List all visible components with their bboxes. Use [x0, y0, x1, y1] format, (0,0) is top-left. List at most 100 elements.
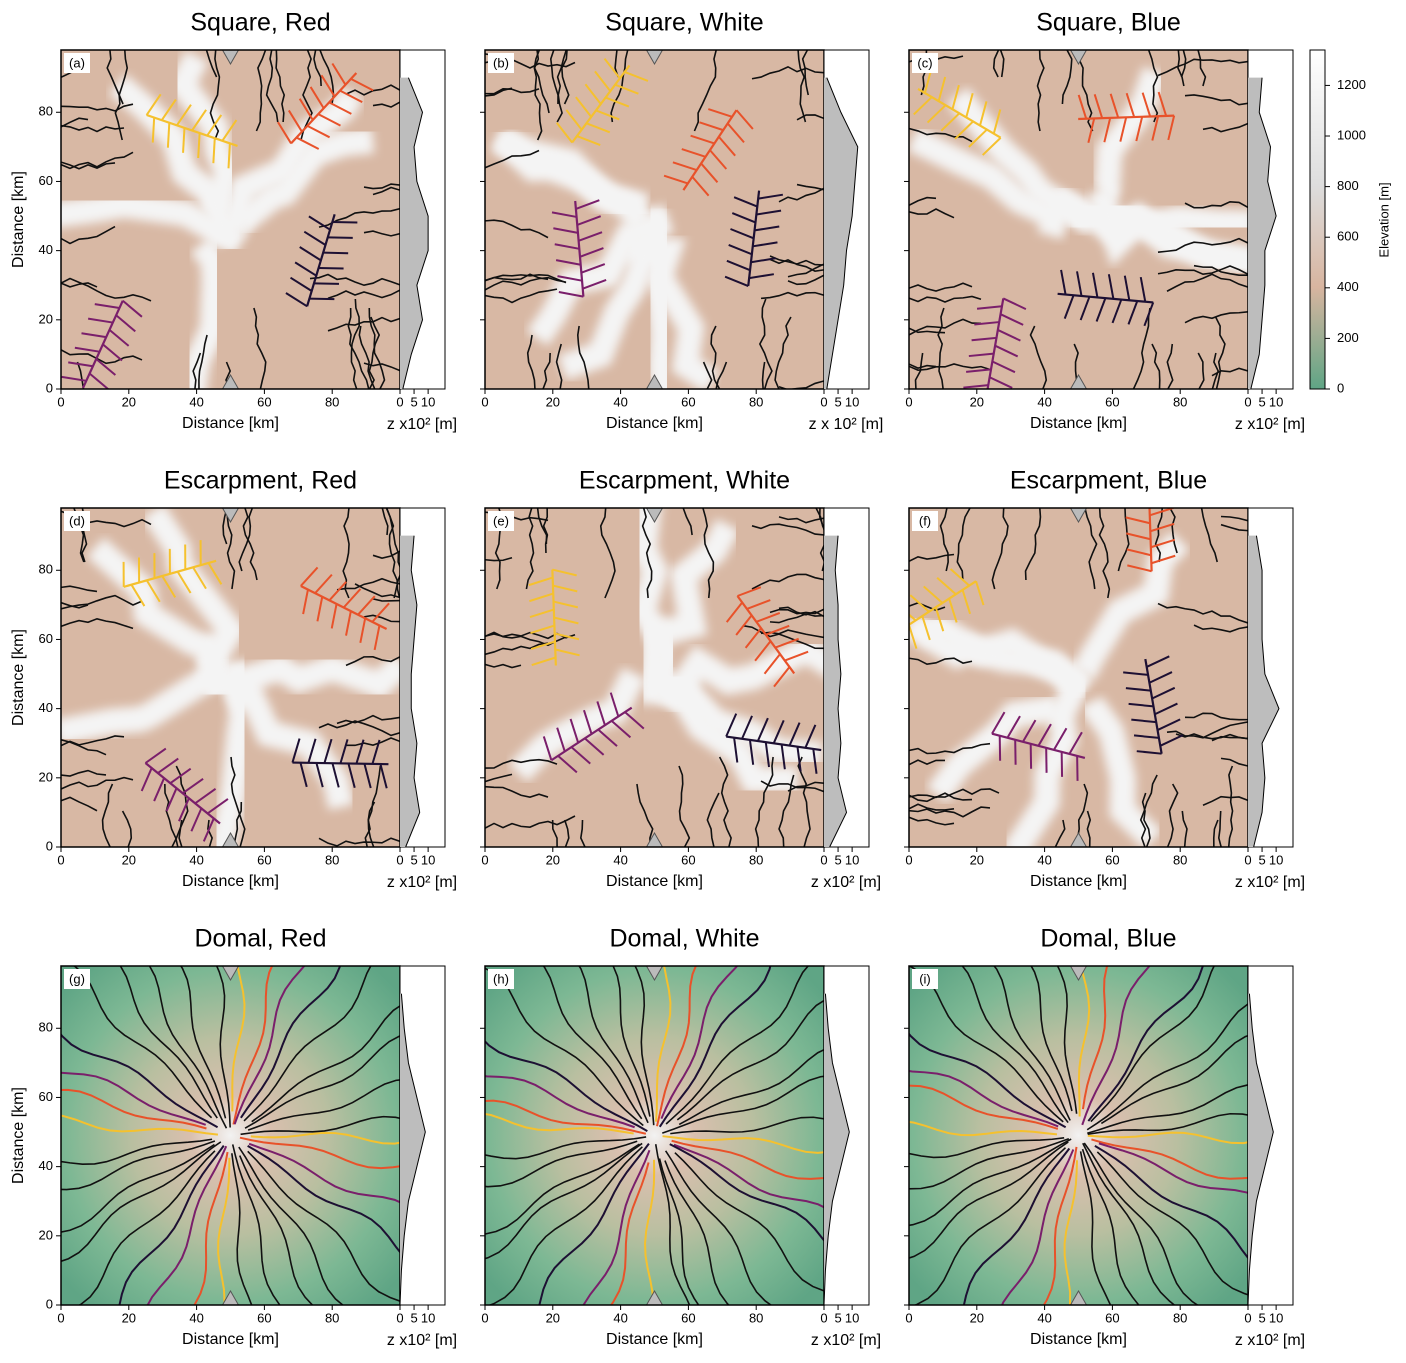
- channel: [300, 50, 313, 141]
- drainage: [565, 109, 583, 131]
- channel: [1030, 966, 1073, 1112]
- panel-label: (g): [69, 971, 85, 986]
- channel: [205, 50, 218, 78]
- channel: [909, 759, 946, 766]
- drainage: [756, 717, 769, 742]
- channel: [178, 819, 183, 847]
- drainage: [1149, 508, 1174, 517]
- channel: [1077, 966, 1091, 1117]
- drainage: [528, 576, 553, 587]
- drainage: [1125, 687, 1151, 692]
- drainage: [197, 132, 201, 159]
- title: Domal, White: [609, 925, 759, 953]
- channel: [1090, 966, 1215, 1123]
- channel: [542, 508, 549, 554]
- drainage: [788, 722, 801, 746]
- channel: [797, 756, 811, 847]
- drainage: [741, 715, 753, 740]
- channel: [909, 1137, 1070, 1190]
- drainage: [954, 120, 974, 140]
- channel: [1132, 307, 1151, 389]
- x-tick-label: 20: [546, 1310, 560, 1325]
- channel: [582, 1149, 651, 1305]
- channel: [671, 1139, 824, 1180]
- channel: [318, 720, 400, 737]
- channel: [118, 1145, 225, 1305]
- channel: [345, 84, 400, 96]
- profile-tick-label: 10: [421, 852, 435, 867]
- drainage: [553, 227, 579, 234]
- panel-label: (h): [493, 971, 509, 986]
- channel: [1081, 966, 1109, 1110]
- channel: [242, 508, 258, 581]
- map: [61, 966, 400, 1305]
- map: [61, 50, 400, 389]
- drainage: [1139, 276, 1147, 302]
- drainage: [1006, 715, 1021, 739]
- drainage: [1076, 271, 1083, 297]
- channel: [526, 334, 536, 389]
- channel: [485, 288, 558, 304]
- title: Escarpment, White: [579, 467, 790, 495]
- y-tick-label: 80: [39, 104, 53, 119]
- channel: [1000, 1149, 1075, 1305]
- channel: [993, 966, 1071, 1121]
- y-tick-label: 20: [39, 769, 53, 784]
- drainage: [313, 282, 339, 285]
- drainage: [594, 70, 612, 92]
- drainage: [357, 595, 376, 616]
- drainage: [691, 176, 710, 197]
- channel: [485, 88, 540, 95]
- channel: [372, 101, 400, 108]
- drainage: [299, 246, 322, 262]
- drainage: [991, 711, 1006, 735]
- drainage: [68, 361, 94, 368]
- x-label: Distance [km]: [1030, 415, 1127, 432]
- channel: [939, 508, 949, 572]
- channel: [599, 508, 616, 599]
- drainage: [597, 728, 618, 747]
- profile-fill: [1248, 993, 1274, 1305]
- channel: [909, 742, 991, 755]
- profile-fill: [824, 535, 847, 847]
- channel: [909, 1120, 1058, 1137]
- drainage: [724, 275, 749, 287]
- drainage: [1125, 92, 1136, 118]
- channel: [1100, 1034, 1248, 1125]
- channel: [710, 325, 721, 389]
- drainage: [624, 711, 645, 730]
- profile-tick-label: 5: [1258, 394, 1265, 409]
- channel: [796, 114, 824, 121]
- x-tick-label: 80: [325, 852, 339, 867]
- channel: [1177, 50, 1185, 87]
- channel: [1220, 757, 1248, 767]
- x-label: Distance [km]: [606, 415, 703, 432]
- drainage: [991, 360, 1016, 374]
- drainage: [1150, 538, 1175, 549]
- drainage: [965, 92, 974, 118]
- profile-tick-label: 0: [1244, 1310, 1251, 1325]
- drainage: [1002, 297, 1027, 311]
- drainage: [700, 162, 719, 183]
- x-tick-label: 20: [546, 852, 560, 867]
- panel-label: (e): [493, 513, 509, 528]
- drainage: [624, 70, 649, 82]
- profile-fill: [824, 993, 850, 1305]
- channel: [761, 361, 766, 389]
- channel: [706, 792, 720, 847]
- drainage: [556, 727, 566, 752]
- drainage: [1135, 116, 1144, 142]
- drainage: [764, 742, 770, 768]
- channel: [363, 230, 400, 237]
- x-tick-label: 0: [57, 1310, 64, 1325]
- channel: [485, 276, 567, 291]
- panel: (g) Domal, Red 0 20 40 60 80 0 20 40 60 80 Distance …: [10, 925, 457, 1350]
- channel: [702, 361, 713, 389]
- drainage: [308, 215, 331, 231]
- drainage: [966, 368, 992, 373]
- channel: [612, 966, 651, 1117]
- channel: [1166, 343, 1174, 389]
- channel: [1202, 122, 1248, 133]
- channel: [787, 781, 824, 792]
- channel: [1042, 1146, 1078, 1305]
